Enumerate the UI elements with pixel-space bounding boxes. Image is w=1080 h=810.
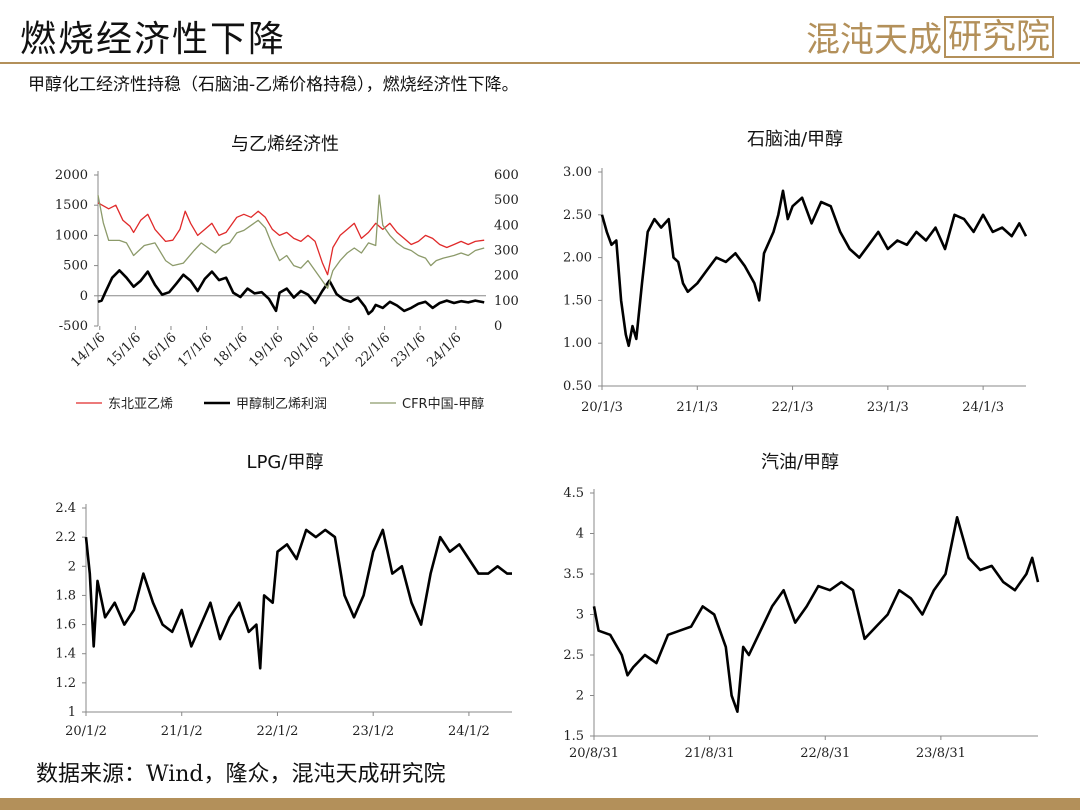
chart-ethylene-economics: 与乙烯经济性 -500 0 500 1000 1500 2000 0 100 200 300 400 5… (55, 134, 519, 412)
y-tick-label: 2.2 (55, 530, 76, 545)
x-tick-label: 23/8/31 (916, 746, 966, 761)
chart-title: 汽油/甲醇 (761, 452, 839, 473)
x-tick-label: 21/1/2 (161, 724, 203, 739)
y2-tick-label: 300 (494, 244, 519, 259)
y-tick-label: 3 (576, 608, 584, 623)
chart-title: 石脑油/甲醇 (747, 129, 843, 150)
y-tick-label: 1.8 (55, 588, 76, 603)
x-tick-label: 22/1/2 (257, 724, 299, 739)
page-subtitle: 甲醇化工经济性持稳（石脑油-乙烯价格持稳），燃烧经济性下降。 (28, 75, 519, 95)
y-tick-label: 1000 (55, 228, 88, 243)
y2-tick-label: 600 (494, 168, 519, 183)
y-tick-label: 1500 (55, 198, 88, 213)
y-tick-label: 3.5 (563, 567, 584, 582)
chart-lpg-methanol: LPG/甲醇 1 1.2 1.4 1.6 1.8 2 2.2 2.4 20/1/2 21/1/2 22… (55, 452, 512, 739)
chart-naphtha-methanol: 石脑油/甲醇 0.50 1.00 1.50 2.00 2.50 3.00 20/1/3 21/1… (563, 129, 1028, 415)
y-tick-label: 2.00 (563, 251, 592, 266)
y-tick-label: 2.4 (55, 501, 76, 516)
y-tick-label: 2 (576, 689, 584, 704)
series-line (592, 516, 1040, 713)
x-tick-label: 23/1/3 (867, 400, 909, 415)
y-tick-label: 1 (68, 705, 76, 720)
x-tick-label: 20/1/3 (581, 400, 623, 415)
y-tick-label: 1.6 (55, 618, 76, 633)
y-tick-label: 1.00 (563, 336, 592, 351)
legend-label: 东北亚乙烯 (108, 397, 173, 412)
chart-title: 与乙烯经济性 (231, 134, 339, 155)
x-tick-label: 23/1/2 (352, 724, 394, 739)
series-line (97, 194, 485, 289)
x-tick-label: 22/8/31 (800, 746, 850, 761)
y-tick-label: 4 (576, 527, 584, 542)
y-tick-label: 4.5 (563, 486, 584, 501)
y-tick-label: 2.5 (563, 648, 584, 663)
brand-name: 混沌天成 (806, 20, 942, 60)
y-tick-label: 1.2 (55, 676, 76, 691)
x-tick-label: 20/1/2 (65, 724, 107, 739)
brand-logo: 混沌天成 研究院 (806, 12, 1054, 61)
y-tick-label: 1.4 (55, 647, 76, 662)
y-tick-label: 3.00 (563, 165, 592, 180)
page-title: 燃烧经济性下降 (20, 19, 287, 60)
footer-bar (0, 798, 1080, 810)
header-divider (0, 62, 1080, 64)
brand-institute: 研究院 (944, 15, 1054, 58)
series-line (84, 528, 512, 670)
y-tick-label: 2 (68, 559, 76, 574)
y-tick-label: 1.50 (563, 293, 592, 308)
y-tick-label: 0.50 (563, 379, 592, 394)
y2-tick-label: 500 (494, 193, 519, 208)
x-tick-label: 24/1/3 (962, 400, 1004, 415)
x-tick-label: 24/1/2 (448, 724, 490, 739)
y2-tick-label: 0 (494, 319, 502, 334)
x-tick-label: 21/8/31 (685, 746, 735, 761)
y-tick-label: 2000 (55, 168, 88, 183)
y-tick-label: 0 (80, 289, 88, 304)
y2-tick-label: 400 (494, 218, 519, 233)
legend-label: 甲醇制乙烯利润 (236, 396, 327, 412)
chart-title: LPG/甲醇 (247, 452, 324, 473)
y-tick-label: 2.50 (563, 208, 592, 223)
data-source: 数据来源：Wind，隆众，混沌天成研究院 (36, 762, 446, 787)
series-line (600, 189, 1028, 348)
y-tick-label: 1.5 (563, 729, 584, 744)
legend-label: CFR中国-甲醇 (402, 396, 484, 412)
y-tick-label: -500 (59, 319, 88, 334)
series-line (97, 269, 485, 316)
x-tick-label: 21/1/3 (676, 400, 718, 415)
x-tick-label: 22/1/3 (772, 400, 814, 415)
y2-tick-label: 200 (494, 269, 519, 284)
y2-tick-label: 100 (494, 294, 519, 309)
y-tick-label: 500 (63, 259, 88, 274)
series-line (97, 202, 485, 276)
x-tick-label: 20/8/31 (569, 746, 619, 761)
